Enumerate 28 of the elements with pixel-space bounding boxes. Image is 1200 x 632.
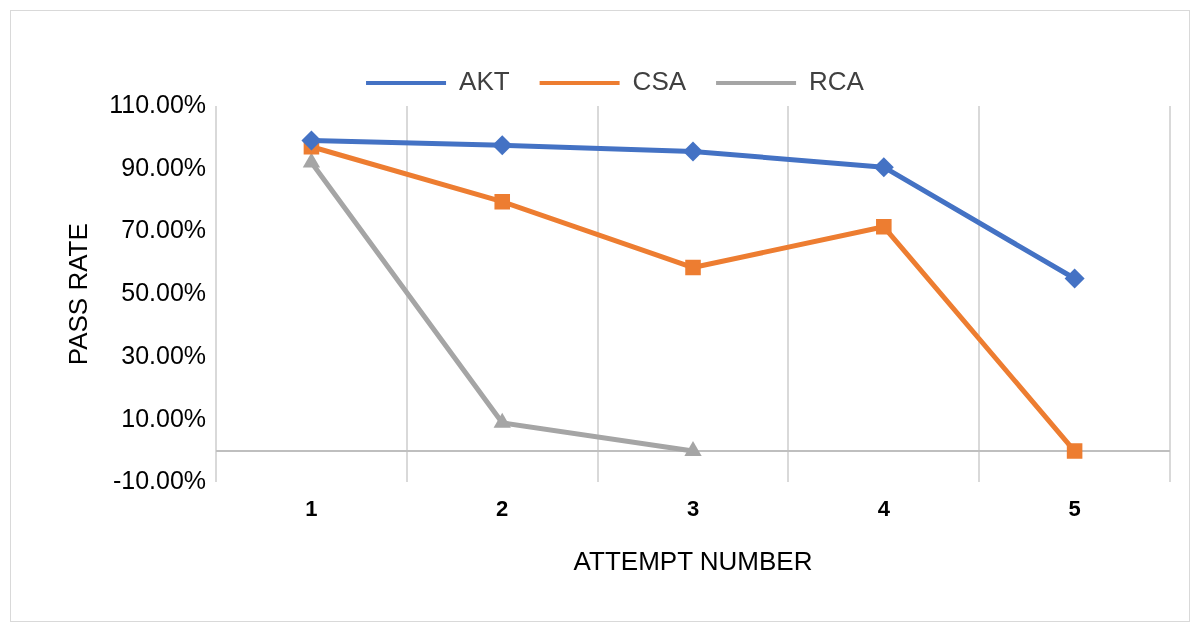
point bbox=[683, 141, 704, 162]
legend-label: CSA bbox=[632, 66, 687, 97]
point bbox=[301, 130, 322, 151]
point bbox=[876, 218, 892, 235]
point bbox=[873, 157, 894, 178]
point bbox=[1066, 443, 1083, 459]
point bbox=[494, 193, 511, 210]
x-tick-label: 4 bbox=[877, 495, 891, 521]
x-tick-label: 2 bbox=[496, 495, 509, 521]
y-tick-label: 50.00% bbox=[121, 278, 207, 307]
y-tick-label: 70.00% bbox=[121, 215, 207, 244]
y-tick-label: 30.00% bbox=[121, 340, 207, 369]
y-tick-label: 90.00% bbox=[121, 152, 207, 181]
point bbox=[492, 135, 513, 156]
y-axis-title: PASS RATE bbox=[62, 223, 93, 366]
x-tick-label: 5 bbox=[1068, 495, 1081, 521]
x-axis-title: ATTEMPT NUMBER bbox=[573, 545, 813, 576]
point bbox=[493, 412, 511, 428]
point bbox=[684, 441, 702, 457]
legend-label: AKT bbox=[459, 66, 510, 97]
y-tick-label: -10.00% bbox=[112, 466, 207, 495]
legend-label: RCA bbox=[809, 66, 865, 97]
point bbox=[685, 259, 701, 276]
x-tick-label: 3 bbox=[686, 495, 700, 521]
point bbox=[1064, 268, 1085, 289]
y-tick-label: 10.00% bbox=[121, 403, 207, 432]
y-tick-label: 110.00% bbox=[109, 89, 207, 118]
x-tick-label: 1 bbox=[305, 495, 318, 521]
